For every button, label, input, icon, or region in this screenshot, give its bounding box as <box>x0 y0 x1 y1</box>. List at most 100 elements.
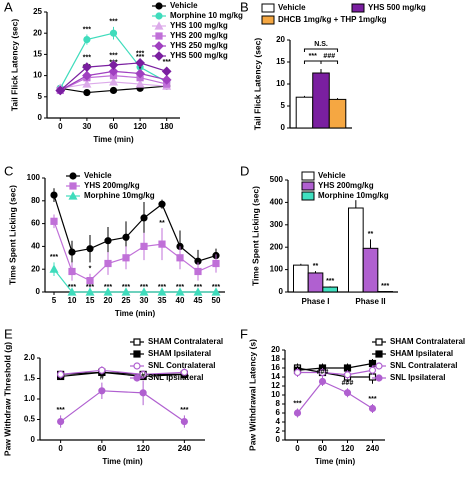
legend-swatch <box>261 15 275 25</box>
legend-label: YHS 200mg/kg <box>318 181 374 190</box>
marker <box>154 21 164 30</box>
marker <box>161 74 172 85</box>
significance: *** <box>109 19 117 26</box>
y-tick-label: 2.0 <box>24 353 36 362</box>
bar <box>362 247 379 293</box>
marker <box>55 85 66 96</box>
line <box>60 371 185 378</box>
marker <box>135 79 145 88</box>
marker <box>158 240 166 248</box>
legend-label: SHAM Contralateral <box>148 337 223 346</box>
marker <box>375 362 383 370</box>
x-axis-title: Time (min) <box>93 135 134 144</box>
marker <box>193 287 203 296</box>
significance: *** <box>293 400 301 407</box>
legend-label: SNL Ipsilateral <box>148 373 203 382</box>
marker <box>135 68 145 79</box>
marker <box>180 417 188 426</box>
legend-label: YHS 500 mg/kg <box>368 3 426 12</box>
significance: *** <box>83 55 91 62</box>
x-tick-label: 25 <box>122 296 131 305</box>
legend-label: Vehicle <box>318 171 346 180</box>
significance: *** <box>83 26 91 33</box>
line <box>53 268 216 293</box>
panel-label: E <box>4 326 13 341</box>
significance: *** <box>86 284 94 291</box>
significance: *** <box>326 278 334 285</box>
marker <box>176 254 184 262</box>
significance: *** <box>122 284 130 291</box>
significance: *** <box>68 284 76 291</box>
marker <box>155 2 163 10</box>
significance: ** <box>313 263 319 270</box>
marker <box>139 287 149 296</box>
line <box>60 369 185 376</box>
bar <box>312 72 330 129</box>
y-tick-label: 20 <box>271 345 280 354</box>
legend-label: YHS 500 mg/kg <box>170 51 228 60</box>
significance: *** <box>212 284 220 291</box>
marker <box>318 377 327 386</box>
comparison-bracket <box>303 48 339 53</box>
legend-label: SNL Ipsilateral <box>390 373 445 382</box>
marker <box>50 191 58 199</box>
marker <box>375 374 383 382</box>
bar <box>307 272 324 293</box>
legend-label: SHAM Contralateral <box>390 337 465 346</box>
significance: *** <box>368 396 376 403</box>
x-tick-label: 30 <box>140 296 149 305</box>
marker <box>211 287 221 296</box>
marker <box>343 364 352 372</box>
x-tick-label: 5 <box>52 296 57 305</box>
marker <box>180 368 188 376</box>
x-tick-label: 20 <box>104 296 113 305</box>
marker <box>133 338 141 346</box>
x-tick-label: 120 <box>341 444 355 453</box>
y-tick-label: 40 <box>31 242 40 251</box>
x-tick-label: 40 <box>176 296 185 305</box>
panel-label: C <box>4 163 13 178</box>
marker <box>57 370 65 378</box>
comparison-label: *** <box>309 53 317 60</box>
marker <box>86 277 94 285</box>
significance: *** <box>109 53 117 60</box>
marker <box>157 287 167 296</box>
marker <box>103 287 113 296</box>
significance: *** <box>163 59 171 66</box>
marker <box>86 245 94 253</box>
marker <box>318 368 327 377</box>
significance: # <box>100 374 104 381</box>
y-tick-label: 0.5 <box>24 415 36 424</box>
x-tick-label: 120 <box>136 444 150 453</box>
marker <box>293 368 302 377</box>
legend-label: Morphine 10mg/kg <box>318 191 389 200</box>
y-tick-label: 14 <box>271 372 280 381</box>
marker <box>293 409 302 417</box>
x-tick-label: 30 <box>82 122 91 131</box>
marker <box>154 51 164 61</box>
x-tick-label: Phase I <box>301 297 329 306</box>
legend-label: SHAM Ipsilateral <box>148 349 211 358</box>
significance: ** <box>368 231 374 238</box>
y-axis-title: Time Spent Licking (sec) <box>250 186 260 286</box>
legend-swatch <box>261 3 275 13</box>
marker <box>109 86 118 95</box>
significance: * <box>89 266 92 273</box>
line <box>60 390 185 423</box>
y-axis-title: Paw Withdraw Threshold (g) <box>2 342 12 456</box>
line <box>297 380 373 414</box>
x-tick-label: Phase II <box>355 297 385 306</box>
y-axis-title: Tail Flick Latency (sec) <box>9 19 19 112</box>
significance: *** <box>140 284 148 291</box>
legend-label: DHCB 1mg/kg + THP 1mg/kg <box>278 15 387 24</box>
significance: *** <box>176 284 184 291</box>
legend-swatch <box>301 191 315 201</box>
y-tick-label: 16 <box>271 363 280 372</box>
marker <box>104 237 112 245</box>
y-tick-label: 25 <box>33 7 42 16</box>
y-tick-label: 100 <box>270 265 284 274</box>
y-tick-label: 400 <box>270 198 284 207</box>
marker <box>175 287 185 296</box>
line <box>297 367 373 378</box>
